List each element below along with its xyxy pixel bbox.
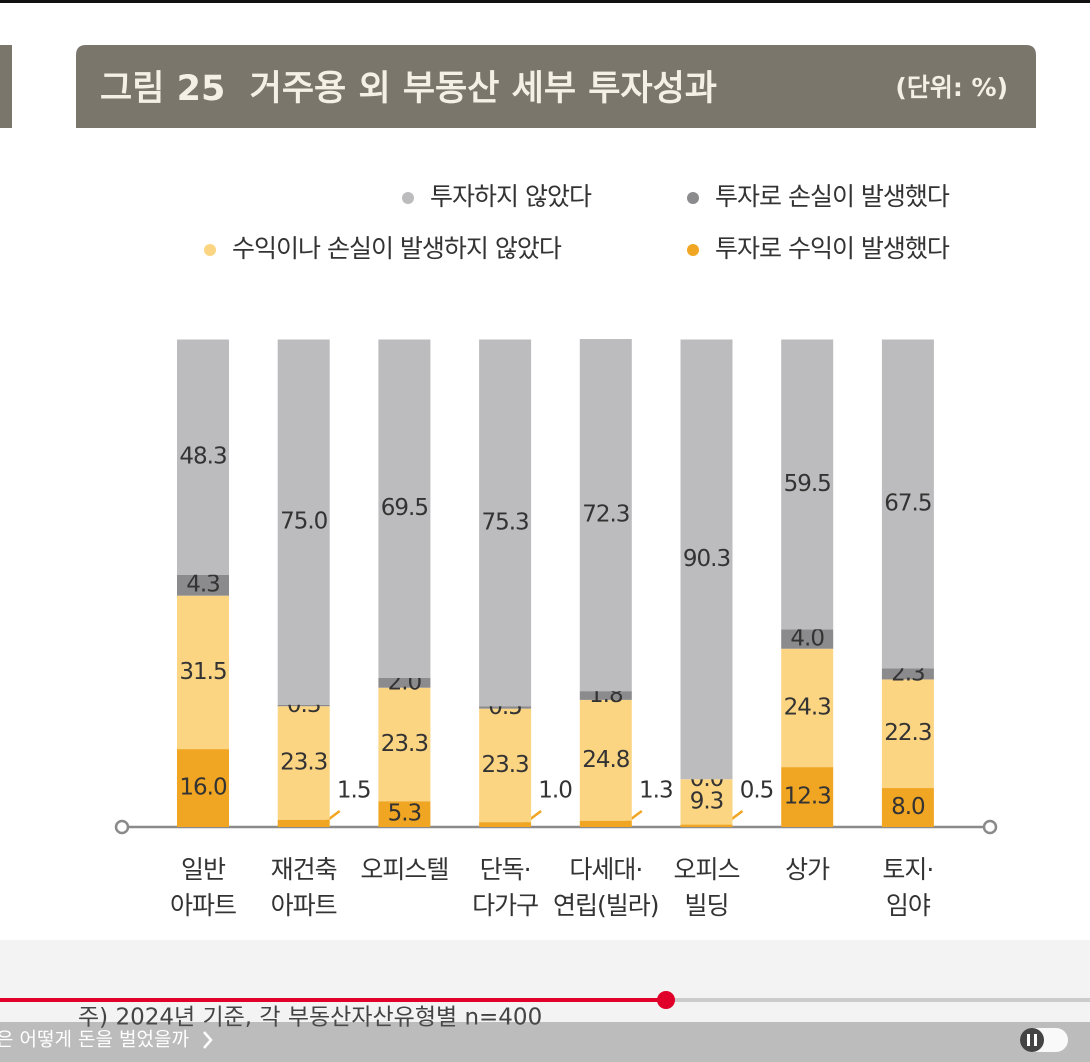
x-tick-label: 재건축 아파트 [270,855,338,920]
value-label: 90.3 [683,546,730,572]
legend-marker [402,192,414,204]
bar-segment [277,706,330,820]
legend-label: 수익이나 손실이 발생하지 않았다 [232,234,562,263]
x-tick-label: 다세대· 연립(빌라) [553,855,660,920]
bar-segment [579,699,632,821]
bar-segment [378,339,431,678]
top-edge [0,0,1090,3]
value-label: 4.0 [790,626,824,652]
bar-segment [680,779,733,825]
bar-segment [177,595,229,750]
value-label: 48.3 [179,444,226,470]
chevron[interactable] [203,1031,213,1049]
x-tick-label: 상가 [785,855,830,884]
value-label: 23.3 [481,752,528,778]
pause-bar [1034,1034,1037,1046]
bar-segment [177,749,229,827]
value-label: 5.3 [388,801,422,827]
value-label: 9.3 [690,788,724,814]
bar-segment [781,648,834,768]
value-label: 31.5 [179,659,226,685]
x-tick-label: 토지· 임야 [882,855,934,920]
value-label: 75.0 [280,509,328,535]
value-label: 23.3 [280,749,327,775]
value-label: 75.3 [481,509,528,535]
side-panel [0,45,12,128]
value-label: 59.5 [784,471,831,497]
value-label: 16.0 [179,775,227,801]
bar-segment [881,679,934,789]
bar-segment [177,339,229,575]
bar-segment [680,339,733,780]
legend-label: 투자로 손실이 발생했다 [715,182,950,211]
x-tick-label: 단독· 다가구 [472,855,539,920]
bar-segment [881,788,934,827]
value-label: 4.3 [186,572,220,598]
x-tick-label: 오피스 빌딩 [673,855,740,920]
chart-title: 그림 25 거주용 외 부동산 세부 투자성과 [100,69,717,109]
bar-segment [277,819,330,827]
bar-segment [378,677,431,688]
value-label: 22.3 [884,720,931,746]
bar-segment [479,708,532,823]
bar-segment [479,822,532,827]
value-label: 1.0 [538,778,572,804]
bar-segment [781,767,834,827]
value-label: 23.3 [381,731,428,757]
x-tick-label: 오피스텔 [360,855,449,884]
bar-segment [579,691,632,700]
bar-segment [881,339,934,669]
progress-played[interactable] [0,998,666,1002]
bar-segment [378,687,431,802]
value-label: 1.5 [337,778,371,804]
bar-segment [781,339,834,630]
title-bar [76,45,1036,128]
bar-segment [781,629,834,649]
value-label: 0.5 [740,778,774,804]
axis-end [982,819,998,835]
progress-handle[interactable] [657,991,675,1009]
legend-label: 투자하지 않았다 [430,182,592,211]
value-label: 24.3 [784,694,831,720]
bar-segment [579,820,632,827]
toggle-knob[interactable] [1020,1028,1044,1052]
legend-label: 투자로 수익이 발생했다 [715,234,950,263]
bar-segment [277,704,330,707]
legend-marker [204,244,216,256]
legend-marker [687,192,699,204]
bar-segment [177,574,229,596]
value-label: 67.5 [884,490,931,516]
bar-segment [277,339,330,705]
x-tick-label: 일반 아파트 [169,855,237,920]
bar-segment [881,668,934,680]
leader-line [322,810,341,824]
bar-segment [579,339,632,692]
pause-bar [1027,1034,1030,1046]
axis-end [114,819,130,835]
value-label: 1.3 [639,778,673,804]
legend-marker [687,244,699,256]
footnote: 주) 2024년 기준, 각 부동산자산유형별 n=400 [78,1005,542,1031]
value-label: 69.5 [381,495,428,521]
value-label: 12.3 [784,784,831,810]
leader-line [625,810,643,824]
bar-segment [378,801,431,827]
value-label: 72.3 [582,502,629,528]
bar-segment [479,339,532,707]
video-title[interactable]: 은 어떻게 돈을 벌었을까 [0,1029,189,1051]
value-label: 24.8 [582,747,630,773]
unit-label: (단위: %) [895,73,1008,102]
bar-segment [479,706,532,709]
control-shade [0,1022,1090,1062]
value-label: 8.0 [891,794,925,820]
bar-segment [680,824,733,827]
